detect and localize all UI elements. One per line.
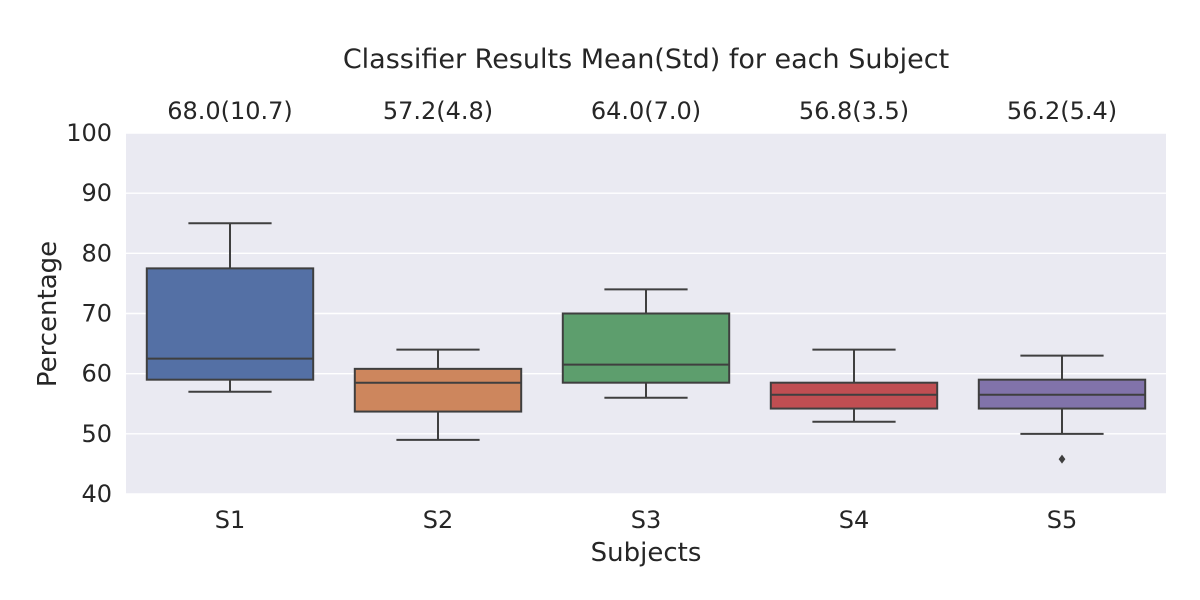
x-tick-label: S2 [423,506,454,534]
stat-label: 68.0(10.7) [167,97,293,125]
boxes-layer [145,222,1147,464]
stat-label: 56.8(3.5) [799,97,909,125]
x-tick-label: S5 [1047,506,1078,534]
stat-label: 56.2(5.4) [1007,97,1117,125]
stat-labels: 68.0(10.7) 57.2(4.8) 64.0(7.0) 56.8(3.5) 56.… [167,97,1117,125]
y-tick-label: 90 [81,179,112,207]
stat-label: 57.2(4.8) [383,97,493,125]
x-tick-labels: S1 S2 S3 S4 S5 [215,506,1078,534]
y-tick-labels: 40 50 60 70 80 90 100 [66,119,112,508]
y-axis-label: Percentage [33,241,63,387]
box-s4 [769,348,939,423]
x-tick-label: S4 [839,506,870,534]
y-tick-label: 50 [81,420,112,448]
y-tick-label: 80 [81,239,112,267]
x-axis-label: Subjects [591,538,702,568]
x-tick-label: S1 [215,506,246,534]
outlier-point [1058,454,1066,464]
x-tick-label: S3 [631,506,662,534]
iqr-box [145,267,315,381]
stat-label: 64.0(7.0) [591,97,701,125]
box-s5 [977,354,1147,464]
y-tick-label: 40 [81,480,112,508]
box-s1 [145,222,315,393]
chart-title: Classifier Results Mean(Std) for each Su… [343,44,949,75]
box-s3 [561,288,731,399]
iqr-box [561,312,731,384]
iqr-box [353,367,523,413]
y-tick-label: 70 [81,300,112,328]
box-s2 [353,348,523,441]
y-tick-label: 60 [81,360,112,388]
y-tick-label: 100 [66,119,112,147]
